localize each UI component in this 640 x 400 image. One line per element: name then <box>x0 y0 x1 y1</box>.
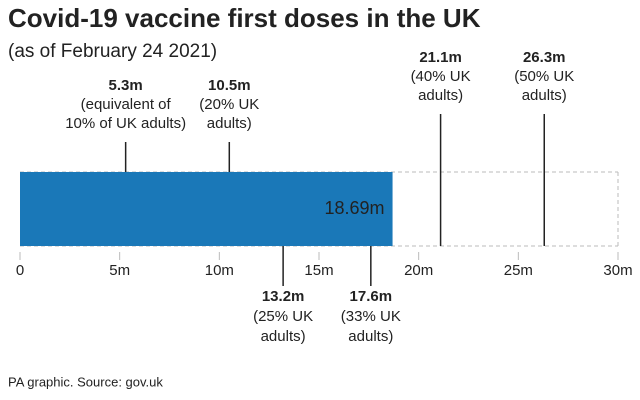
annotation-note: adults) <box>207 115 252 132</box>
annotation-note: adults) <box>418 87 463 104</box>
annotation-note: (25% UK <box>253 308 313 325</box>
annotation-note: 10% of UK adults) <box>65 115 186 132</box>
chart-subtitle: (as of February 24 2021) <box>8 41 217 62</box>
annotation-note: (33% UK <box>341 308 401 325</box>
annotation-value: 5.3m <box>109 77 143 94</box>
annotation-note: (equivalent of <box>81 96 172 113</box>
x-tick-label: 25m <box>504 262 533 279</box>
x-tick-label: 10m <box>205 262 234 279</box>
annotation-note: adults) <box>348 328 393 345</box>
value-label: 18.69m <box>325 198 385 218</box>
x-tick-label: 30m <box>603 262 632 279</box>
annotation-value: 26.3m <box>523 49 566 66</box>
annotation-note: adults) <box>261 328 306 345</box>
x-tick-label: 5m <box>109 262 130 279</box>
bar <box>20 172 393 246</box>
x-tick-label: 15m <box>304 262 333 279</box>
annotation-note: (50% UK <box>514 68 574 85</box>
annotation-value: 21.1m <box>419 49 462 66</box>
annotation-note: (40% UK <box>411 68 471 85</box>
source: PA graphic. Source: gov.uk <box>8 374 163 389</box>
chart-title: Covid-19 vaccine first doses in the UK <box>8 3 481 33</box>
x-tick-label: 0 <box>16 262 24 279</box>
x-tick-label: 20m <box>404 262 433 279</box>
annotation-value: 13.2m <box>262 288 305 305</box>
annotation-note: adults) <box>522 87 567 104</box>
annotation-value: 17.6m <box>350 288 393 305</box>
annotation-note: (20% UK <box>199 96 259 113</box>
annotation-value: 10.5m <box>208 77 251 94</box>
